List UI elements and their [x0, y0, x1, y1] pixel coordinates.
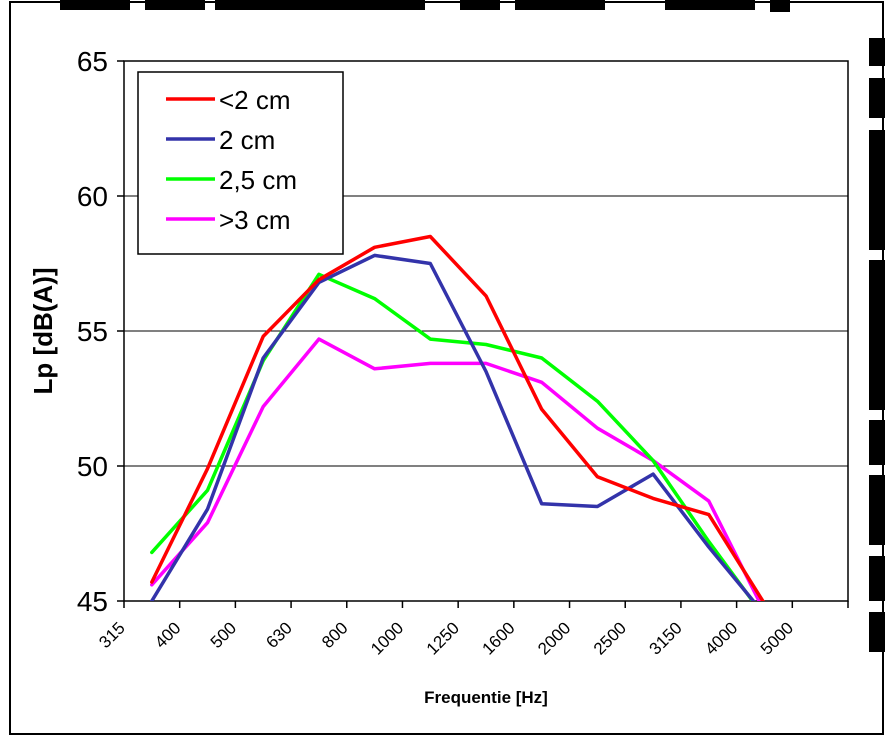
plot-border — [123, 60, 849, 602]
y-tick-label: 60 — [77, 181, 108, 212]
y-tick-label: 55 — [77, 316, 108, 347]
series-line-1 — [150, 234, 765, 601]
legend-label: 2,5 cm — [219, 165, 297, 195]
y-tick-label: 45 — [77, 586, 108, 617]
y-axis-title: Lp [dB(A)] — [28, 267, 58, 394]
legend-label: 2 cm — [219, 125, 275, 155]
series-line-4 — [150, 337, 762, 601]
y-tick-label: 50 — [77, 451, 108, 482]
legend-box — [137, 71, 344, 255]
legend-label: >3 cm — [219, 205, 291, 235]
right-edge-remnant — [869, 38, 885, 652]
y-tick-label: 65 — [77, 46, 108, 77]
legend-label: <2 cm — [219, 85, 291, 115]
clipped-title-remnant — [60, 0, 790, 12]
series-line-2 — [150, 253, 756, 601]
x-axis-title: Frequentie [Hz] — [424, 688, 548, 707]
